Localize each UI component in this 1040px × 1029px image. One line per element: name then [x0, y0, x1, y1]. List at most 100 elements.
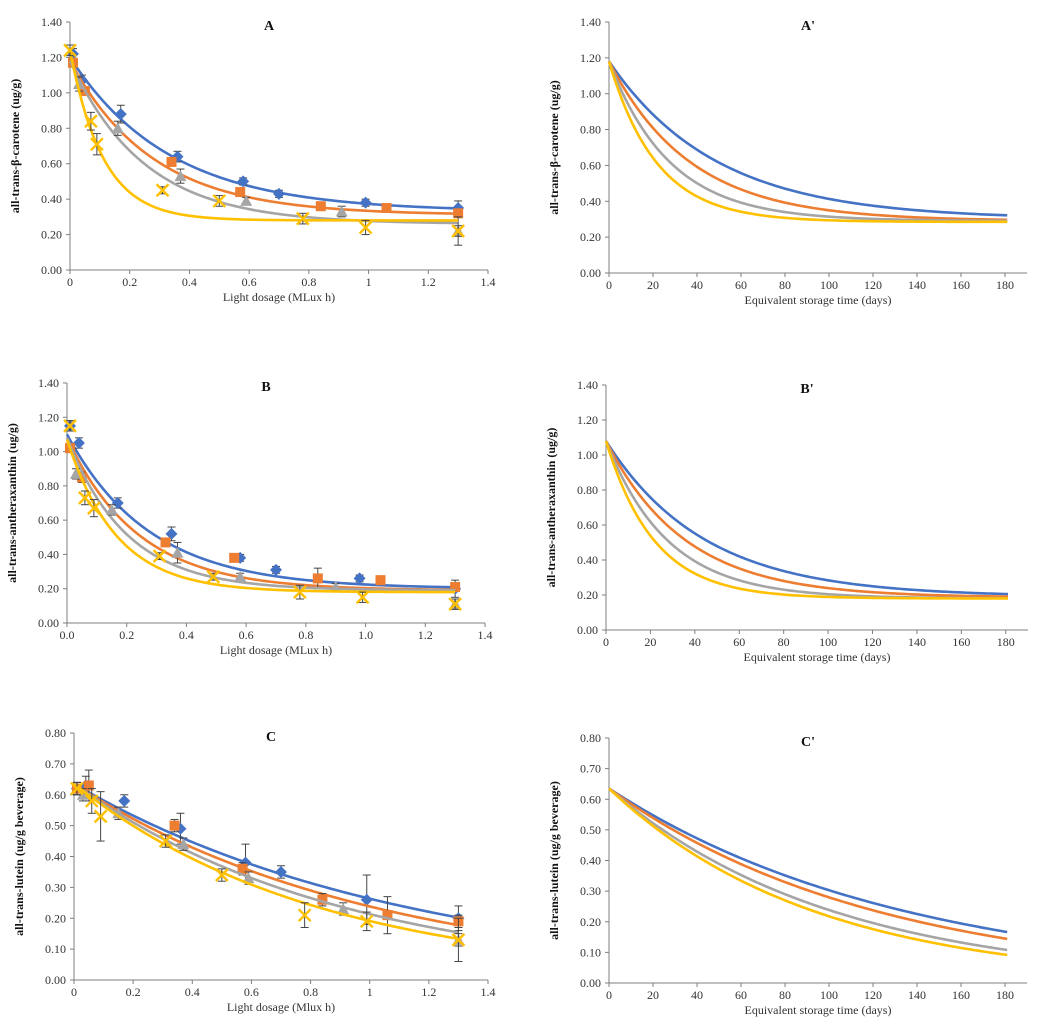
diamond-marker [114, 108, 127, 121]
data-point-orange [169, 818, 180, 833]
x-tick-label: 140 [908, 635, 926, 649]
square-marker [166, 156, 177, 167]
x-tick-label: 0 [67, 275, 73, 289]
x-tick-label: 1 [366, 275, 372, 289]
chart-title: A [264, 19, 275, 34]
fit-curve-orange [604, 440, 1009, 598]
data-point-blue [273, 187, 285, 200]
y-tick-label: 0.80 [580, 123, 601, 137]
y-tick-label: 0.20 [45, 911, 66, 925]
y-tick-label: 0.40 [41, 192, 62, 206]
y-tick-label: 0.60 [577, 518, 598, 532]
fit-curve-yellow [608, 787, 1008, 957]
data-point-gray [171, 541, 184, 564]
y-tick-label: 1.20 [580, 51, 601, 65]
data-point-gray [177, 837, 190, 851]
x-marker-stroke [448, 597, 462, 611]
data-point-gray [335, 205, 348, 218]
y-tick-label: 0.70 [580, 762, 601, 776]
square-marker [237, 863, 248, 874]
x-marker-stroke [93, 809, 108, 824]
diamond-marker [270, 563, 282, 576]
fit-curve-blue [65, 433, 456, 589]
data-point-yellow [215, 868, 229, 882]
x-axis-title: Equivalent storage time (days) [744, 650, 891, 664]
chart-Cp: 0.00 0.10 0.20 0.30 0.40 0.50 0.60 0.70 0.80 0 20 4… [547, 731, 1027, 1017]
diamond-marker [275, 865, 287, 878]
diamond-marker [360, 893, 373, 906]
x-tick-label: 120 [864, 278, 882, 292]
y-tick-label: 0.10 [45, 942, 66, 956]
x-tick-label: 1 [367, 985, 373, 999]
fit-curve-gray [68, 60, 459, 225]
fit-curve-blue [68, 56, 459, 210]
data-point-yellow [359, 911, 374, 932]
x-tick-label: 60 [735, 988, 747, 1002]
x-marker-stroke [152, 549, 167, 563]
y-tick-label: 0.80 [41, 121, 62, 135]
data-point-yellow [212, 194, 227, 208]
triangle-marker [240, 194, 253, 206]
triangle-marker [69, 467, 82, 479]
data-point-orange [315, 201, 326, 212]
square-marker [382, 910, 393, 921]
x-marker-stroke [78, 491, 92, 505]
data-point-orange [160, 537, 171, 548]
x-marker-stroke [206, 569, 221, 584]
x-tick-label: 1.2 [421, 985, 436, 999]
y-tick-label: 1.00 [38, 445, 59, 459]
x-marker-stroke [215, 868, 229, 882]
data-point-blue [353, 572, 366, 585]
x-marker-stroke [155, 183, 170, 198]
data-point-yellow [358, 219, 373, 236]
data-point-yellow [293, 584, 307, 600]
data-point-yellow [63, 419, 77, 433]
y-tick-label: 0.80 [38, 479, 59, 493]
triangle-marker [111, 122, 124, 134]
y-tick-label: 0.40 [577, 553, 598, 567]
chart-A: 0.00 0.20 0.40 0.60 0.80 1.00 1.20 1.40 0 0.2 0.4 0… [8, 15, 496, 304]
data-point-yellow [451, 224, 465, 238]
triangle-marker [234, 570, 247, 582]
x-tick-label: 80 [778, 635, 790, 649]
chart-title: B [261, 380, 270, 395]
square-marker [315, 201, 326, 212]
data-point-orange [375, 575, 386, 586]
chart-title: A' [801, 19, 815, 34]
fit-curve-yellow [65, 439, 456, 594]
x-tick-label: 180 [996, 278, 1014, 292]
x-tick-label: 20 [644, 635, 656, 649]
x-tick-label: 140 [908, 278, 926, 292]
x-tick-label: 40 [691, 278, 703, 292]
y-tick-label: 0.40 [38, 547, 59, 561]
data-point-yellow [451, 933, 466, 947]
y-axis-title: all-trans-β-carotene (ug/g) [547, 80, 561, 214]
y-axis-title: all-trans-lutein (ug/g beverage) [12, 777, 26, 936]
data-point-blue [275, 865, 287, 879]
x-tick-label: 0.4 [182, 275, 197, 289]
x-tick-label: 180 [997, 635, 1015, 649]
square-marker [229, 552, 240, 563]
triangle-marker [174, 170, 187, 182]
x-tick-label: 0.0 [60, 628, 75, 642]
y-axis-title: all-trans-antheraxanthin (ug/g) [5, 423, 19, 583]
x-tick-label: 80 [779, 278, 791, 292]
data-point-gray [105, 503, 118, 516]
x-tick-label: 0.4 [185, 985, 200, 999]
x-tick-label: 100 [819, 635, 837, 649]
x-tick-label: 1.2 [421, 275, 436, 289]
x-axis-title: Equivalent storage time (days) [745, 293, 892, 307]
y-tick-label: 1.00 [41, 86, 62, 100]
y-tick-label: 0.00 [580, 266, 601, 280]
y-tick-label: 0.00 [580, 976, 601, 990]
fit-curve-orange [73, 782, 459, 927]
x-tick-label: 20 [647, 988, 659, 1002]
x-marker-stroke [84, 794, 99, 808]
x-axis-title: Equivalent storage time (days) [745, 1003, 892, 1017]
square-marker [160, 537, 171, 548]
diamond-marker [273, 187, 285, 200]
fit-curve-blue [608, 787, 1008, 934]
x-marker-stroke [212, 194, 227, 208]
y-tick-label: 0.60 [45, 788, 66, 802]
